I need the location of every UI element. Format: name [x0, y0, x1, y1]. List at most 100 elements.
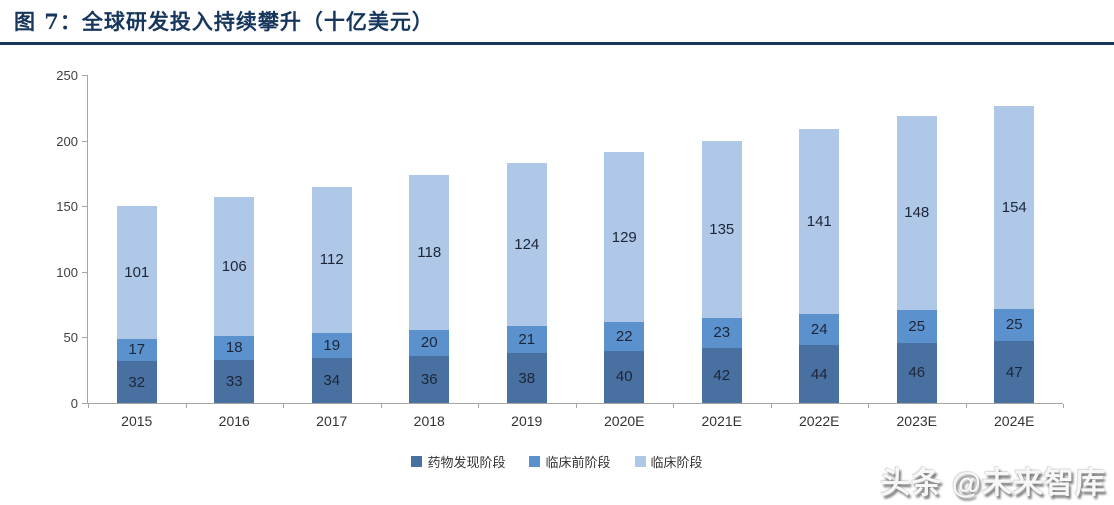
x-tick-mark [283, 404, 284, 408]
x-tick-label: 2017 [316, 413, 348, 429]
bar-segment-临床前阶段: 21 [506, 325, 547, 354]
y-tick-label: 250 [56, 68, 78, 83]
legend-swatch-icon [529, 456, 541, 467]
legend-swatch-icon [411, 456, 423, 467]
bar-value-label: 148 [904, 204, 930, 222]
x-tick-mark [1063, 404, 1064, 408]
bar-segment-临床阶段: 135 [701, 140, 742, 318]
x-tick-mark [673, 404, 674, 408]
legend-label: 临床前阶段 [545, 455, 611, 470]
watermark-text: 头条 @未来智库 [880, 467, 1106, 500]
bar-value-label: 18 [225, 339, 243, 357]
bar-segment-临床阶段: 101 [116, 206, 157, 339]
x-tick-label: 2024E [994, 413, 1035, 429]
title-underline-rule [0, 42, 1114, 45]
bar-value-label: 34 [323, 372, 341, 390]
bar-segment-临床阶段: 124 [506, 162, 547, 326]
legend-item: 临床阶段 [634, 452, 703, 471]
bar-value-label: 40 [615, 368, 633, 386]
bar-segment-药物发现阶段: 46 [896, 342, 937, 403]
bar-segment-药物发现阶段: 38 [506, 353, 547, 403]
bar-segment-药物发现阶段: 34 [311, 358, 352, 403]
bar-segment-临床前阶段: 19 [311, 333, 352, 359]
bar-segment-临床前阶段: 17 [116, 338, 157, 361]
y-tick-mark [82, 403, 87, 404]
y-tick-label: 200 [56, 133, 78, 149]
bar-segment-临床前阶段: 25 [896, 309, 937, 343]
bar-value-label: 33 [225, 372, 243, 390]
x-tick-label: 2020E [604, 413, 645, 429]
y-tick-label: 150 [56, 199, 78, 215]
x-tick-label: 2023E [896, 413, 937, 429]
bar-value-label: 21 [518, 330, 536, 348]
x-tick-label: 2015 [121, 413, 153, 429]
legend-label: 药物发现阶段 [427, 455, 506, 470]
y-axis [87, 75, 88, 403]
bar-segment-临床阶段: 118 [409, 174, 450, 330]
y-tick-label: 0 [70, 396, 78, 411]
legend-item: 药物发现阶段 [411, 452, 505, 471]
bar-value-label: 135 [709, 220, 735, 238]
bar-value-label: 36 [420, 370, 438, 388]
bar-value-label: 44 [810, 365, 828, 383]
bar-segment-临床阶段: 148 [896, 115, 937, 310]
bar-value-label: 112 [319, 251, 344, 269]
x-tick-mark [185, 404, 187, 408]
bar-segment-药物发现阶段: 42 [701, 347, 742, 403]
bar-segment-临床前阶段: 20 [409, 329, 450, 356]
x-tick-label: 2019 [511, 413, 543, 429]
bar-value-label: 118 [417, 243, 442, 261]
bar-value-label: 20 [420, 334, 438, 352]
x-tick-mark [478, 404, 479, 408]
bar-value-label: 101 [124, 263, 150, 281]
y-tick-mark [82, 337, 87, 339]
bar-segment-药物发现阶段: 32 [116, 361, 157, 403]
x-tick-mark [380, 404, 382, 408]
bar-segment-临床前阶段: 23 [701, 317, 742, 348]
legend-item: 临床前阶段 [529, 452, 611, 471]
x-tick-label: 2021E [701, 413, 742, 429]
bar-value-label: 106 [221, 258, 247, 276]
bar-segment-临床前阶段: 22 [604, 321, 645, 351]
y-tick-label: 50 [63, 330, 78, 346]
bar-segment-临床阶段: 106 [214, 197, 255, 337]
legend-label: 临床阶段 [650, 455, 703, 470]
legend-swatch-icon [634, 456, 646, 467]
bar-segment-药物发现阶段: 40 [604, 350, 645, 403]
bar-value-label: 23 [713, 324, 731, 342]
y-tick-mark [82, 75, 87, 76]
bar-value-label: 22 [615, 327, 633, 345]
y-tick-mark [82, 206, 87, 208]
bar-value-label: 42 [713, 366, 731, 384]
bar-segment-药物发现阶段: 47 [994, 341, 1035, 403]
bar-segment-临床阶段: 154 [994, 106, 1035, 309]
x-tick-mark [88, 404, 89, 408]
bar-value-label: 46 [908, 364, 926, 382]
bar-segment-临床阶段: 112 [311, 186, 352, 334]
bar-segment-临床前阶段: 24 [799, 313, 840, 346]
bar-segment-药物发现阶段: 33 [214, 359, 255, 403]
bar-value-label: 124 [514, 235, 540, 253]
x-tick-mark [965, 404, 967, 408]
bar-value-label: 38 [518, 369, 536, 387]
bar-segment-临床阶段: 141 [799, 128, 840, 314]
x-tick-label: 2016 [218, 413, 250, 429]
x-axis [87, 403, 1063, 404]
bar-value-label: 25 [1005, 316, 1023, 334]
bar-value-label: 24 [810, 321, 828, 339]
bar-value-label: 129 [611, 228, 637, 246]
x-tick-mark [770, 404, 772, 408]
bar-value-label: 19 [323, 337, 341, 355]
x-tick-mark [575, 404, 577, 408]
x-tick-label: 2022E [799, 413, 840, 429]
bar-segment-药物发现阶段: 44 [799, 345, 840, 403]
y-tick-label: 100 [56, 264, 78, 280]
bar-segment-临床前阶段: 25 [994, 308, 1035, 342]
bar-segment-临床阶段: 129 [604, 152, 645, 322]
y-tick-mark [82, 271, 87, 273]
bar-value-label: 154 [1001, 199, 1027, 216]
bar-segment-药物发现阶段: 36 [409, 355, 450, 403]
bar-value-label: 25 [908, 317, 926, 335]
